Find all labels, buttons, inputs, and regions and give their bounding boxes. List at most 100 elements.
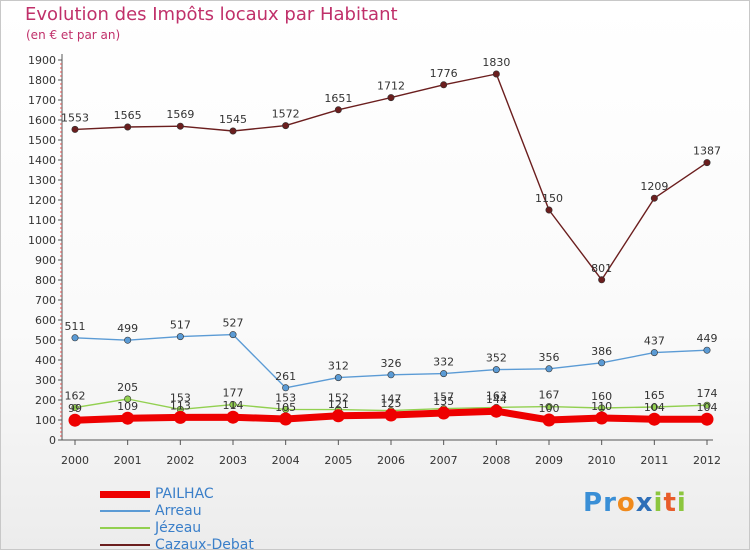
data-point-cazaux-debat bbox=[492, 70, 500, 78]
y-tick-label: 1400 bbox=[28, 154, 56, 167]
data-point-arreau bbox=[71, 334, 79, 342]
legend-swatch-arreau bbox=[100, 510, 150, 512]
y-tick-label: 1600 bbox=[28, 114, 56, 127]
data-label-arreau: 449 bbox=[697, 332, 718, 345]
legend-label-arreau: Arreau bbox=[155, 503, 202, 519]
data-label-pailhac: 100 bbox=[539, 402, 560, 415]
data-point-cazaux-debat bbox=[703, 159, 711, 167]
y-tick-label: 1500 bbox=[28, 134, 56, 147]
data-point-j-zeau bbox=[229, 401, 237, 409]
chart-title: Evolution des Impôts locaux par Habitant bbox=[25, 4, 398, 25]
data-label-j-zeau: 174 bbox=[697, 387, 718, 400]
data-label-cazaux-debat: 1830 bbox=[482, 56, 510, 69]
data-label-cazaux-debat: 1572 bbox=[272, 108, 300, 121]
chart-subtitle: (en € et par an) bbox=[26, 28, 121, 42]
x-tick-label: 2006 bbox=[377, 454, 405, 467]
data-point-j-zeau bbox=[703, 401, 711, 409]
logo-letter: o bbox=[616, 488, 636, 518]
series-line-cazaux-debat bbox=[74, 73, 708, 281]
data-point-arreau bbox=[650, 349, 658, 357]
logo-letter: i bbox=[653, 488, 664, 518]
legend-swatch-cazaux-debat bbox=[100, 544, 150, 546]
data-point-pailhac bbox=[331, 409, 345, 423]
x-tick-label: 2003 bbox=[219, 454, 247, 467]
data-point-j-zeau bbox=[650, 403, 658, 411]
y-tick-label: 1700 bbox=[28, 94, 56, 107]
data-point-j-zeau bbox=[545, 403, 553, 411]
data-point-pailhac bbox=[647, 412, 661, 426]
data-point-j-zeau bbox=[598, 404, 606, 412]
data-label-j-zeau: 162 bbox=[65, 390, 86, 403]
logo-letter: x bbox=[635, 488, 654, 518]
data-point-arreau bbox=[492, 366, 500, 374]
y-tick-label: 1900 bbox=[28, 54, 56, 67]
data-label-arreau: 332 bbox=[433, 356, 454, 369]
data-label-arreau: 352 bbox=[486, 352, 507, 365]
data-label-arreau: 261 bbox=[275, 370, 296, 383]
data-label-pailhac: 110 bbox=[591, 400, 612, 413]
legend-swatch-j-zeau bbox=[100, 527, 150, 529]
legend-swatch-pailhac bbox=[100, 491, 150, 498]
data-label-pailhac: 109 bbox=[117, 400, 138, 413]
data-point-pailhac bbox=[121, 411, 135, 425]
data-label-j-zeau: 165 bbox=[644, 389, 665, 402]
data-label-j-zeau: 177 bbox=[223, 387, 244, 400]
x-tick-label: 2007 bbox=[430, 454, 458, 467]
legend-label-pailhac: PAILHAC bbox=[155, 486, 214, 502]
data-label-j-zeau: 153 bbox=[170, 391, 191, 404]
data-point-cazaux-debat bbox=[124, 123, 132, 131]
data-label-cazaux-debat: 1776 bbox=[430, 67, 458, 80]
logo-letter: r bbox=[603, 488, 617, 518]
data-point-arreau bbox=[334, 374, 342, 382]
data-label-pailhac: 114 bbox=[223, 399, 244, 412]
data-label-cazaux-debat: 1553 bbox=[61, 111, 89, 124]
data-point-cazaux-debat bbox=[650, 194, 658, 202]
x-tick-label: 2000 bbox=[61, 454, 89, 467]
data-label-arreau: 527 bbox=[223, 317, 244, 330]
data-label-pailhac: 105 bbox=[275, 401, 296, 414]
x-tick-label: 2011 bbox=[640, 454, 668, 467]
data-label-cazaux-debat: 1712 bbox=[377, 80, 405, 93]
data-point-arreau bbox=[440, 370, 448, 378]
data-label-arreau: 312 bbox=[328, 360, 349, 373]
x-tick-label: 2005 bbox=[324, 454, 352, 467]
y-tick-label: 900 bbox=[35, 254, 56, 267]
data-point-cazaux-debat bbox=[334, 106, 342, 114]
data-point-arreau bbox=[229, 331, 237, 339]
data-point-cazaux-debat bbox=[229, 127, 237, 135]
data-point-arreau bbox=[703, 346, 711, 354]
data-label-j-zeau: 157 bbox=[433, 391, 454, 404]
data-label-arreau: 517 bbox=[170, 319, 191, 332]
data-label-cazaux-debat: 801 bbox=[591, 262, 612, 275]
y-tick-label: 800 bbox=[35, 274, 56, 287]
legend-label-cazaux-debat: Cazaux-Debat bbox=[155, 537, 254, 553]
data-point-pailhac bbox=[489, 404, 503, 418]
data-label-pailhac: 144 bbox=[486, 393, 507, 406]
y-tick-label: 100 bbox=[35, 414, 56, 427]
data-point-cazaux-debat bbox=[440, 81, 448, 89]
y-tick-label: 1300 bbox=[28, 174, 56, 187]
data-label-arreau: 437 bbox=[644, 335, 665, 348]
y-tick-label: 600 bbox=[35, 314, 56, 327]
data-label-arreau: 386 bbox=[591, 345, 612, 358]
data-label-arreau: 356 bbox=[539, 351, 560, 364]
data-label-cazaux-debat: 1209 bbox=[640, 180, 668, 193]
x-tick-label: 2009 bbox=[535, 454, 563, 467]
data-label-pailhac: 121 bbox=[328, 398, 349, 411]
data-point-pailhac bbox=[68, 413, 82, 427]
x-tick-label: 2010 bbox=[588, 454, 616, 467]
data-point-cazaux-debat bbox=[545, 206, 553, 214]
x-tick-label: 2002 bbox=[166, 454, 194, 467]
data-label-arreau: 326 bbox=[381, 357, 402, 370]
data-label-cazaux-debat: 1545 bbox=[219, 113, 247, 126]
proxiti-logo: Proxiti bbox=[583, 488, 687, 518]
data-point-cazaux-debat bbox=[282, 122, 290, 130]
y-tick-label: 0 bbox=[49, 434, 56, 447]
data-point-arreau bbox=[545, 365, 553, 373]
y-tick-label: 1800 bbox=[28, 74, 56, 87]
y-tick-label: 400 bbox=[35, 354, 56, 367]
data-point-j-zeau bbox=[124, 395, 132, 403]
data-label-cazaux-debat: 1651 bbox=[324, 92, 352, 105]
data-label-pailhac: 99 bbox=[68, 402, 82, 415]
data-label-arreau: 499 bbox=[117, 322, 138, 335]
